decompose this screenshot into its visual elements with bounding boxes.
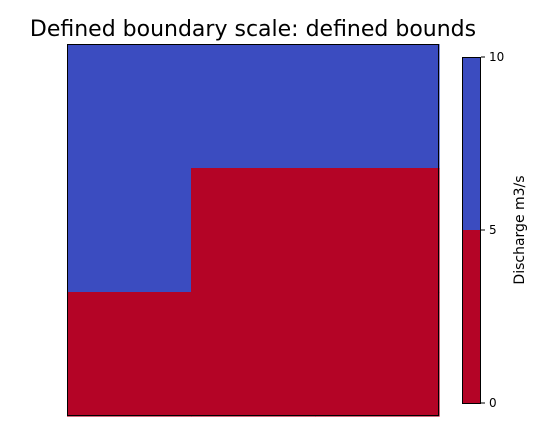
colorbar-segment <box>462 57 481 230</box>
colorbar-label: Discharge m3/s <box>512 175 528 284</box>
colorbar-segments <box>462 57 481 403</box>
heatmap-cell <box>315 292 440 417</box>
heatmap-grid <box>67 44 440 417</box>
heatmap-cell <box>67 44 192 169</box>
heatmap-cell <box>191 168 316 293</box>
heatmap-cell <box>67 168 192 293</box>
colorbar-ticks: 0 5 10 <box>481 50 504 410</box>
colorbar-frame <box>462 57 481 404</box>
colorbar: 0 5 10 Discharge m3/s <box>462 50 528 410</box>
colorbar-segment <box>462 230 481 403</box>
heatmap-cell <box>315 168 440 293</box>
colorbar-tick-label: 0 <box>489 396 497 410</box>
plot-frame <box>67 44 439 416</box>
heatmap-cell <box>67 292 192 417</box>
heatmap-cell <box>315 44 440 169</box>
chart-title: Defined boundary scale: defined bounds <box>30 17 476 42</box>
heatmap-cell <box>191 44 316 169</box>
colorbar-tick-label: 10 <box>489 50 504 64</box>
colorbar-tick-label: 5 <box>489 223 497 237</box>
heatmap-cell <box>191 292 316 417</box>
